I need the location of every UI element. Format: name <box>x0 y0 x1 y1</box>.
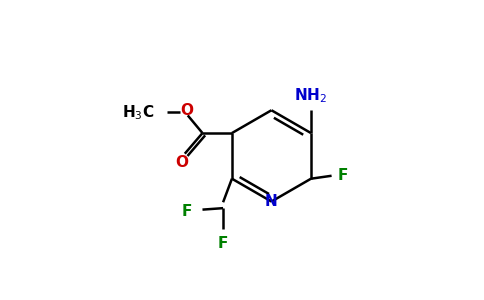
Text: F: F <box>182 204 192 219</box>
Text: N: N <box>265 194 278 209</box>
Text: O: O <box>180 103 193 118</box>
Text: H$_3$C: H$_3$C <box>121 103 154 122</box>
Text: F: F <box>337 168 348 183</box>
Text: F: F <box>218 236 228 251</box>
Text: NH$_2$: NH$_2$ <box>294 86 328 105</box>
Text: O: O <box>175 155 188 170</box>
